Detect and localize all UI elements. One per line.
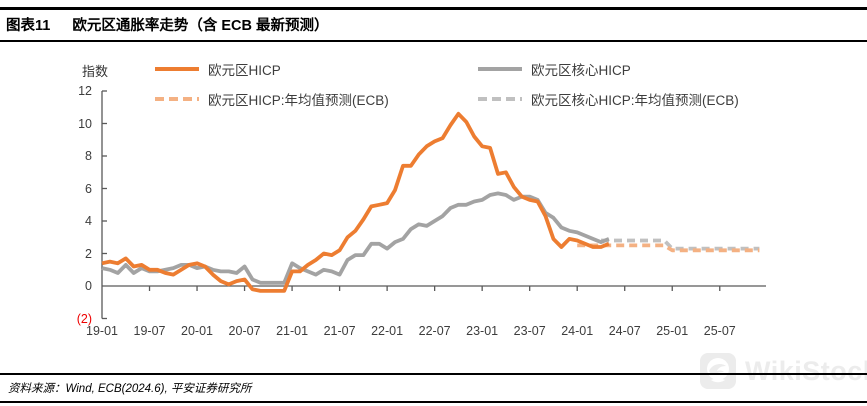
legend-label: 欧元区HICP: [208, 63, 281, 78]
watermark: WikiStock: [699, 352, 867, 390]
x-tick-label: 25-07: [703, 324, 736, 338]
x-tick-label: 20-07: [228, 324, 261, 338]
y-tick-label: 12: [78, 84, 92, 98]
y-tick-label: 2: [85, 246, 92, 261]
y-tick-label: 4: [85, 214, 92, 228]
x-tick-label: 23-07: [513, 324, 546, 338]
y-axis-unit-label: 指数: [82, 64, 109, 79]
core-hicp-solid-line-swatch-icon: [478, 67, 522, 71]
legend-item-core-hicp: 欧元区核心HICP: [478, 59, 739, 79]
legend-item-hicp: 欧元区HICP: [155, 59, 478, 79]
series-line-0: [101, 111, 610, 293]
watermark-text: WikiStock: [745, 355, 867, 386]
y-tick-label: 8: [85, 149, 92, 163]
y-tick-label: 0: [85, 279, 92, 293]
y-tick-label: (2): [76, 311, 92, 326]
legend-item-hicp-forecast: 欧元区HICP:年均值预测(ECB): [155, 89, 478, 109]
core-hicp-forecast-dashed-line-swatch-icon: [478, 97, 522, 101]
y-tick-label: 6: [85, 181, 92, 196]
legend-item-core-hicp-forecast: 欧元区核心HICP:年均值预测(ECB): [478, 89, 739, 109]
x-tick-label: 20-01: [181, 324, 214, 338]
x-tick-label: 22-07: [418, 324, 451, 338]
figure-label: 图表11: [6, 18, 51, 34]
legend-label: 欧元区核心HICP: [531, 63, 631, 78]
x-tick-label: 19-07: [133, 324, 166, 338]
x-tick-label: 24-07: [608, 324, 641, 338]
hicp-solid-line-swatch-icon: [155, 67, 199, 71]
y-tick-label: 10: [78, 116, 92, 131]
legend-label: 欧元区核心HICP:年均值预测(ECB): [531, 93, 739, 108]
series-line-3: [601, 238, 760, 251]
x-tick-label: 22-01: [371, 324, 404, 338]
hicp-forecast-dashed-line-swatch-icon: [155, 97, 199, 101]
figure-header: 图表11 欧元区通胀率走势（含 ECB 最新预测）: [0, 7, 867, 42]
series-line-1: [101, 191, 610, 285]
figure-footer: 资料来源：Wind, ECB(2024.6), 平安证券研究所: [0, 373, 867, 403]
x-tick-label: 23-01: [466, 324, 499, 338]
x-tick-label: 19-01: [86, 324, 118, 338]
chart-legend: 欧元区HICP 欧元区核心HICP 欧元区HICP:年均值预测(ECB) 欧元区…: [155, 59, 739, 109]
figure-title: 欧元区通胀率走势（含 ECB 最新预测）: [72, 18, 329, 34]
x-tick-label: 21-07: [323, 324, 356, 338]
x-tick-label: 25-01: [656, 324, 689, 338]
legend-label: 欧元区HICP:年均值预测(ECB): [208, 93, 389, 108]
x-tick-label: 21-01: [276, 324, 309, 338]
x-tick-label: 24-01: [561, 324, 594, 338]
source-note: 资料来源：Wind, ECB(2024.6), 平安证券研究所: [8, 383, 252, 395]
